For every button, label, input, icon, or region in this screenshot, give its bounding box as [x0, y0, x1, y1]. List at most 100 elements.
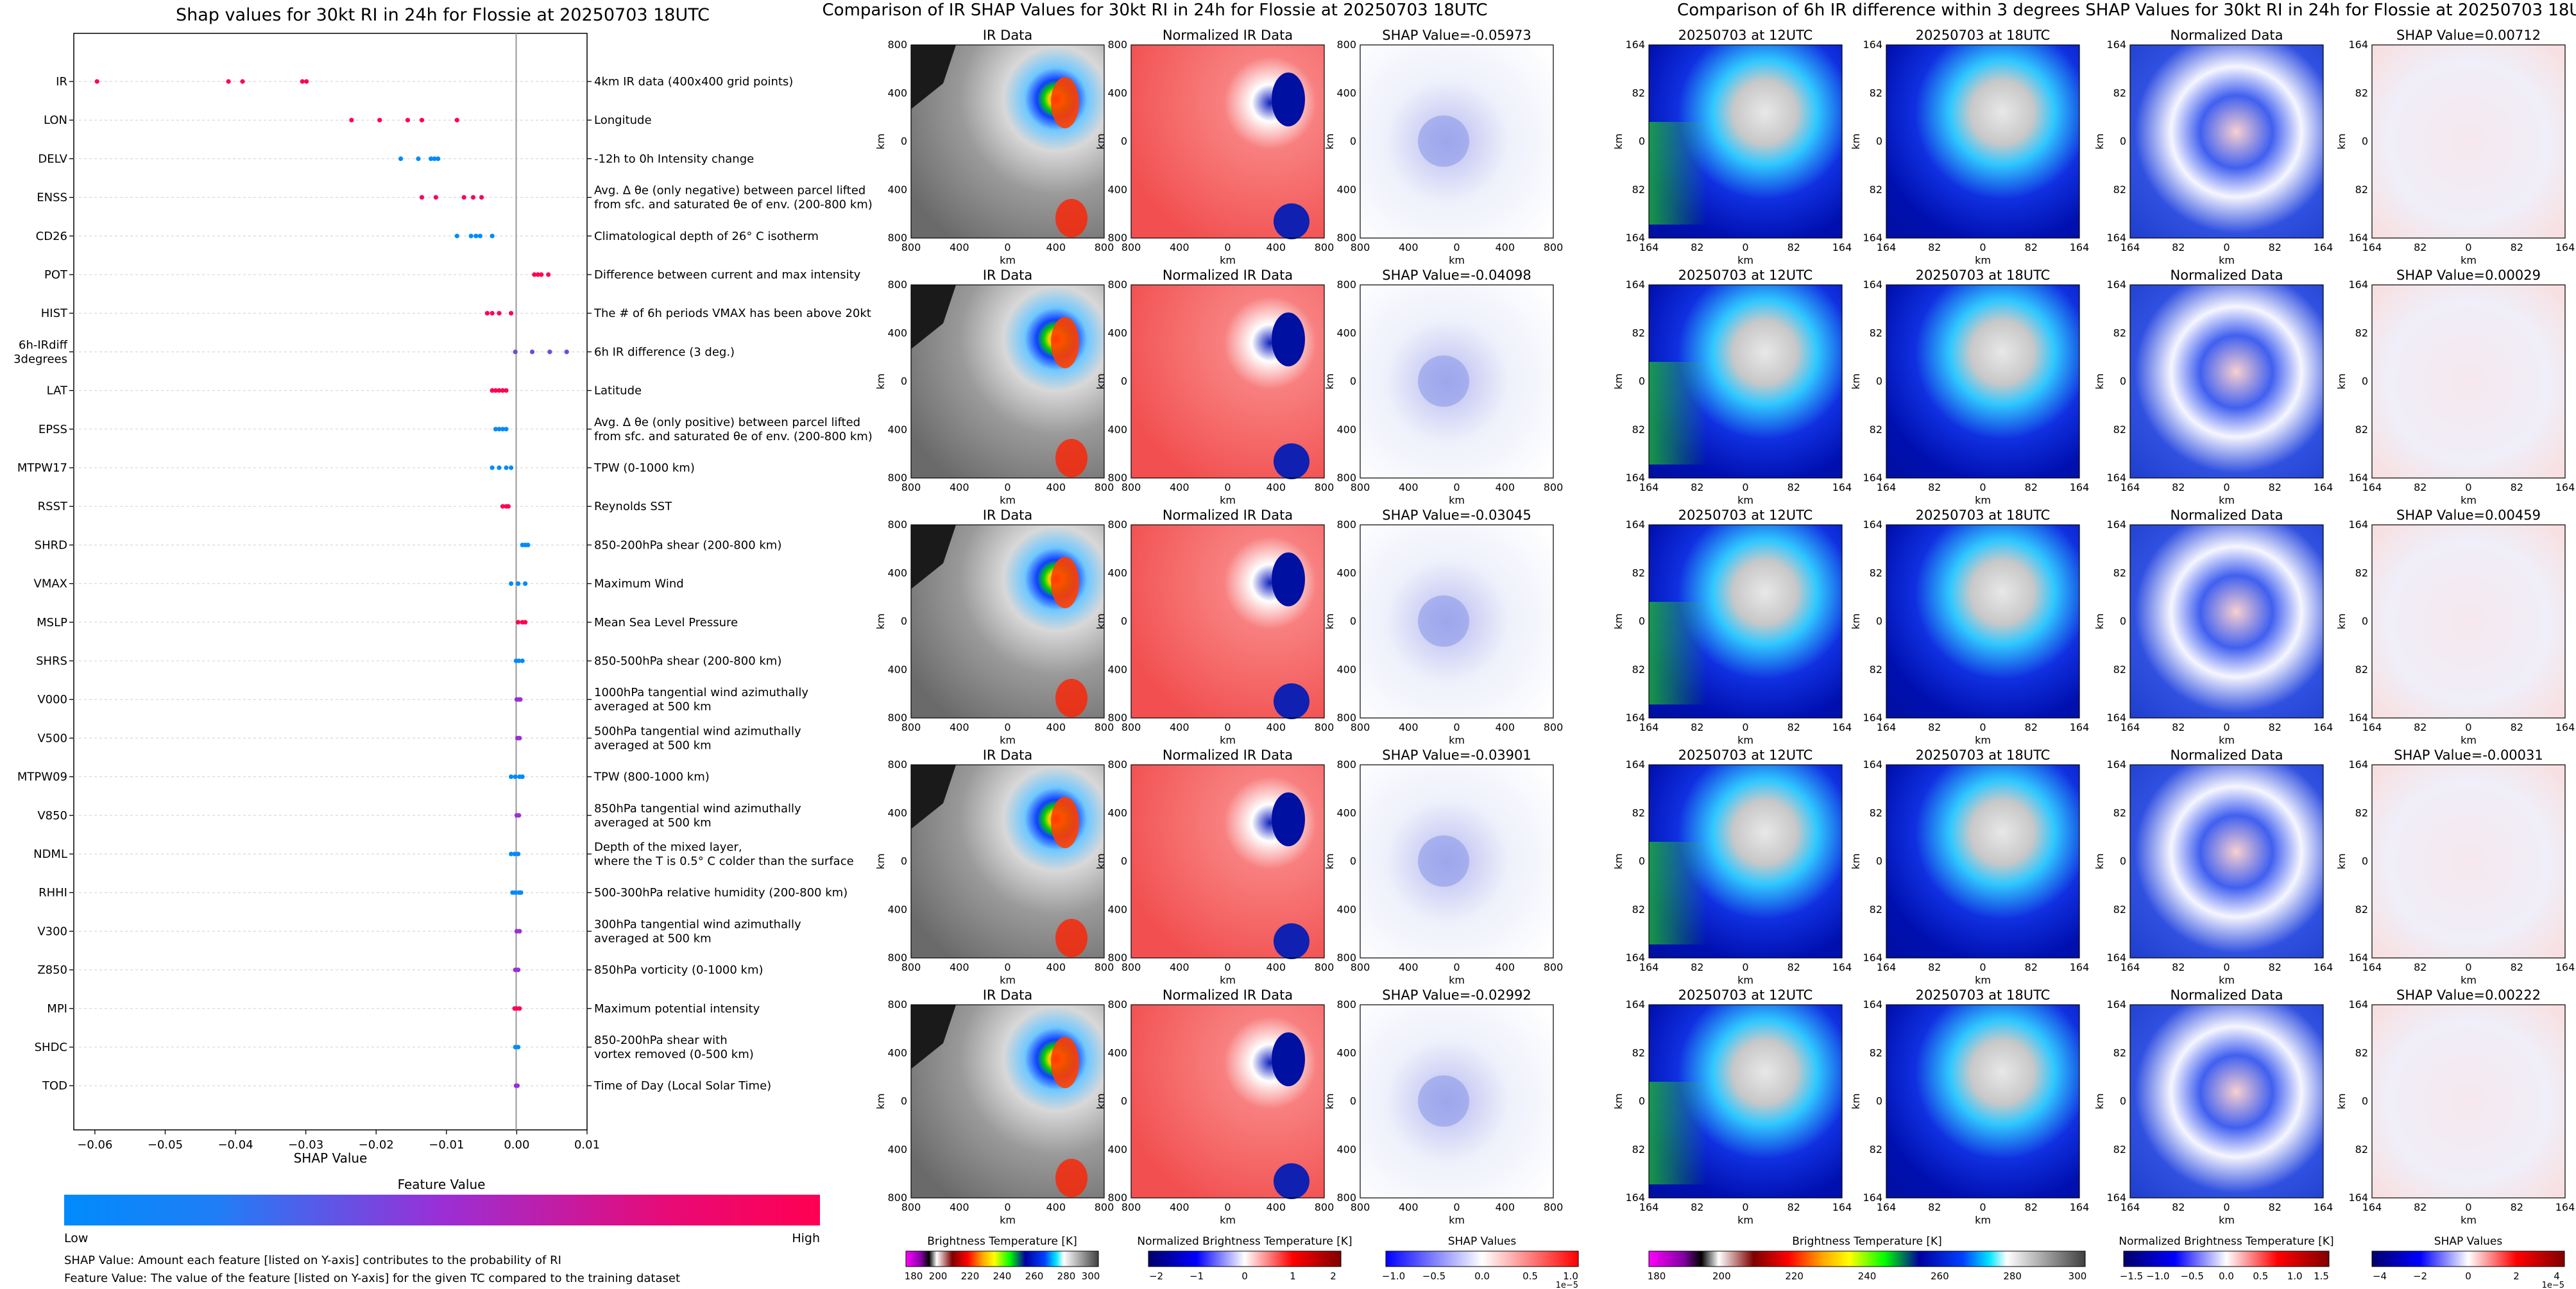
- panel-image: [2130, 45, 2323, 238]
- panel-x-unit: km: [2461, 494, 2477, 506]
- panel-x-tick: 164: [1639, 1201, 1659, 1213]
- panel-x-tick: 800: [901, 721, 921, 733]
- panel-x-tick: 400: [1495, 481, 1515, 493]
- panel-y-tick: 82: [1632, 423, 1645, 436]
- shap-point: [493, 388, 499, 393]
- panel-x-tick: 82: [2511, 721, 2523, 733]
- shap-summary-chart: Shap values for 30kt RI in 24h for Floss…: [13, 5, 873, 1285]
- panel-dark-region: [911, 45, 956, 109]
- panel-frame: [1360, 524, 1554, 719]
- shap-point: [304, 79, 309, 84]
- feature-description: 300hPa tangential wind azimuthally: [594, 918, 801, 931]
- panel-x-unit: km: [1000, 1214, 1016, 1226]
- panel-y-tick: 0: [2120, 615, 2126, 627]
- panel-x-tick: 164: [2555, 1201, 2575, 1213]
- panel-x-tick: 164: [2314, 241, 2333, 253]
- panel-x-tick: 800: [901, 481, 921, 493]
- panel-y-unit: km: [2335, 853, 2348, 869]
- panel-y-tick: 82: [2113, 663, 2126, 676]
- panel-y-tick: 82: [1632, 663, 1645, 676]
- panel-y-tick: 800: [887, 278, 907, 291]
- panel-x-tick: 82: [2511, 961, 2523, 973]
- colorbar-tick: 0: [2465, 1270, 2471, 1282]
- panel-x-tick: 0: [1453, 241, 1460, 253]
- panel-y-tick: 164: [1625, 38, 1645, 51]
- shap-point: [477, 234, 483, 239]
- colorbar-tick: 0.0: [1474, 1270, 1490, 1282]
- panel-title: Normalized IR Data: [1163, 268, 1293, 283]
- panel-y-unit: km: [1612, 1093, 1625, 1109]
- panel-x-tick: 82: [2269, 241, 2282, 253]
- shap-point: [377, 117, 382, 123]
- panel-y-tick: 800: [1107, 758, 1127, 771]
- shap-point: [516, 851, 521, 857]
- panel-x-tick: 82: [1787, 481, 1800, 493]
- panel-y-tick: 0: [901, 615, 907, 627]
- panel-x-tick: 0: [1453, 1201, 1460, 1213]
- colorbar-exponent: 1e−5: [2542, 1281, 2564, 1289]
- panel-d18: 20250703 at 18UTC1641648282008282164164k…: [1850, 987, 2089, 1226]
- panel-frame: [2129, 524, 2324, 719]
- panel-x-unit: km: [1975, 494, 1991, 506]
- feature-description: Avg. Δ θe (only negative) between parcel…: [594, 184, 866, 198]
- shap-point: [470, 195, 476, 200]
- panel-x-tick: 82: [1928, 721, 1941, 733]
- panel-x-tick: 800: [1095, 481, 1114, 493]
- shap-point: [517, 928, 522, 934]
- panel-y-tick: 800: [1336, 712, 1356, 724]
- panel-y-tick: 800: [887, 518, 907, 531]
- shap-point: [518, 697, 523, 702]
- panel-x-tick: 164: [2362, 481, 2382, 493]
- panel-dark-region: [911, 765, 956, 829]
- panel-d18: 20250703 at 18UTC1641648282008282164164k…: [1850, 508, 2089, 746]
- panel-x-tick: 82: [1787, 241, 1800, 253]
- feature-description: Reynolds SST: [594, 500, 672, 513]
- panel-y-tick: 400: [1336, 327, 1356, 339]
- panel-x-unit: km: [1975, 974, 1991, 986]
- panel-title: SHAP Value=-0.04098: [1382, 268, 1531, 283]
- shap-point: [500, 504, 506, 509]
- feature-label: DELV: [38, 152, 67, 166]
- panel-title: SHAP Value=-0.00031: [2394, 747, 2543, 763]
- feature-label: RSST: [38, 500, 68, 513]
- panel-frame: [1648, 44, 1843, 239]
- panel-y-tick: 164: [2106, 38, 2126, 51]
- panel-x-unit: km: [1975, 1214, 1991, 1226]
- panel-x-tick: 82: [1691, 481, 1703, 493]
- panel-x-tick: 400: [1399, 721, 1419, 733]
- feature-description: Maximum potential intensity: [594, 1002, 760, 1016]
- panel-y-tick: 0: [1350, 615, 1356, 627]
- panel-title: Normalized IR Data: [1163, 987, 1293, 1003]
- shap-point: [484, 311, 490, 316]
- panel-x-tick: 0: [2465, 481, 2471, 493]
- panel-x-tick: 82: [2172, 1201, 2185, 1213]
- panel-frame: [2129, 44, 2324, 239]
- feature-label: SHDC: [35, 1041, 67, 1054]
- panel-frame: [910, 1004, 1105, 1199]
- panel-x-tick: 800: [1544, 1201, 1564, 1213]
- feature-description: averaged at 500 km: [594, 816, 712, 830]
- shap-point: [240, 79, 245, 84]
- panel-image: [2372, 765, 2565, 958]
- panel-y-unit: km: [1095, 133, 1107, 149]
- shap-point: [226, 79, 231, 84]
- shap-point: [490, 388, 495, 393]
- panel-x-tick: 0: [2465, 721, 2471, 733]
- panel-norm: Normalized IR Data8008004004000040040080…: [1095, 987, 1334, 1226]
- panel-y-tick: 164: [2106, 232, 2126, 244]
- colorbar-tick: 240: [1858, 1270, 1877, 1282]
- panel-y-tick: 164: [1863, 952, 1882, 964]
- panel-x-tick: 164: [2555, 241, 2575, 253]
- panel-x-tick: 164: [1832, 961, 1852, 973]
- panel-y-tick: 164: [2348, 472, 2368, 484]
- panel-x-tick: 82: [2511, 1201, 2523, 1213]
- panel-y-tick: 0: [1350, 375, 1356, 388]
- panel-x-tick: 0: [1742, 1201, 1748, 1213]
- panel-y-tick: 800: [1107, 232, 1127, 244]
- panel-x-tick: 800: [1315, 961, 1335, 973]
- colorbar-tick: 0.5: [2253, 1270, 2268, 1282]
- panel-y-tick: 800: [1336, 758, 1356, 771]
- panel-x-unit: km: [2461, 254, 2477, 266]
- panel-title: Normalized IR Data: [1163, 747, 1293, 763]
- panel-x-tick: 400: [1495, 961, 1515, 973]
